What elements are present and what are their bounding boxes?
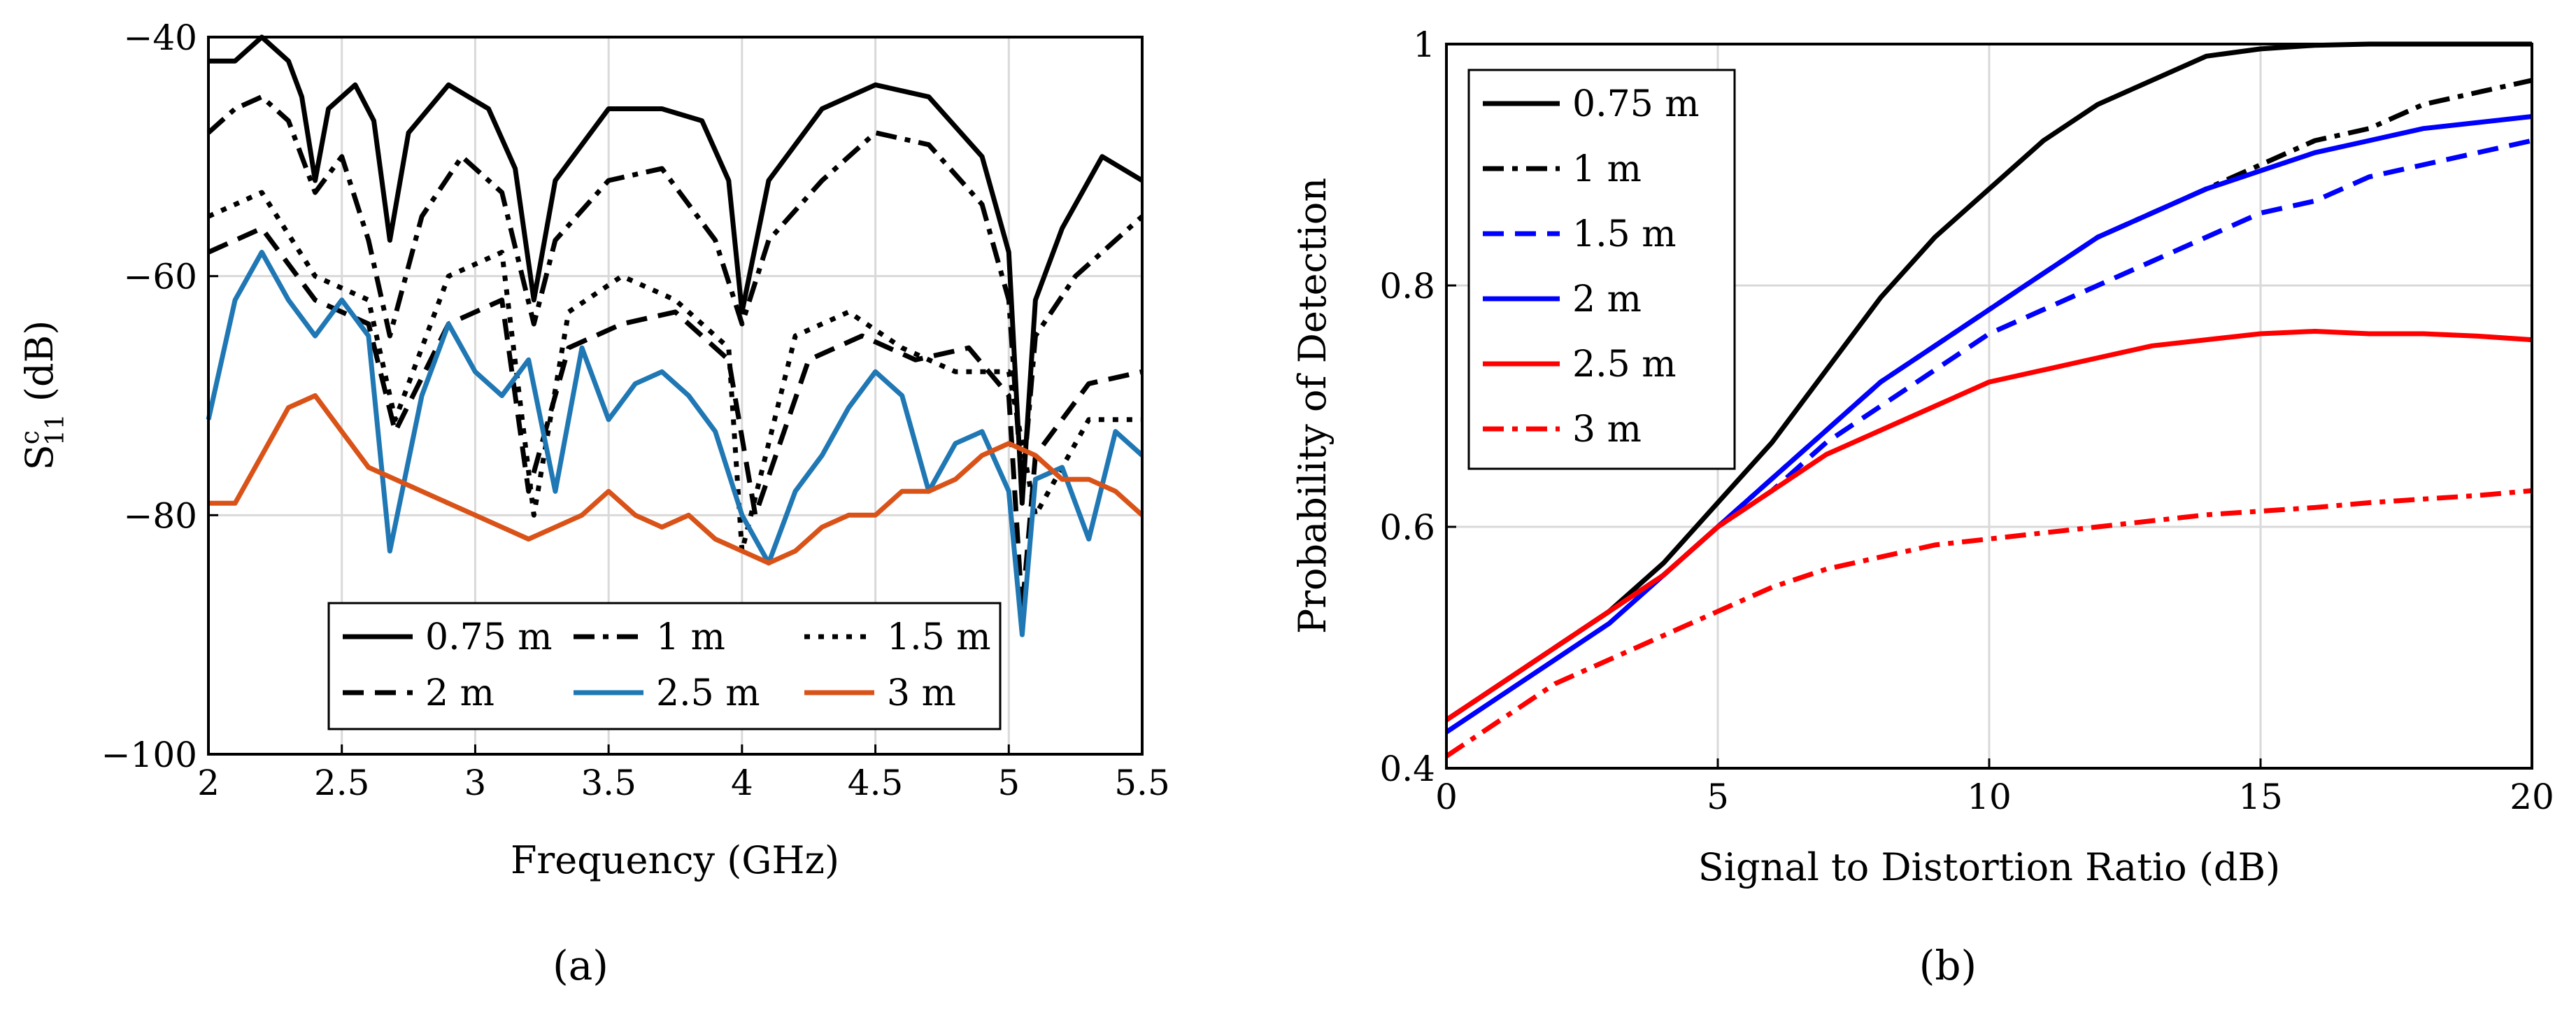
x-tick-label: 20 <box>2510 777 2554 817</box>
figure: 2 2.5 3 3.5 4 4.5 5 5.5 −100 −80 −60 −40 Frequency … <box>0 0 2576 1011</box>
x-tick-label: 2.5 <box>314 763 370 803</box>
legend-label: 1 m <box>1572 148 1642 190</box>
panel-a-ylabel: Sc11 (dB) <box>16 320 70 471</box>
legend-label: 2.5 m <box>656 672 760 714</box>
legend-label: 1.5 m <box>887 616 991 658</box>
x-tick-label: 15 <box>2238 777 2283 817</box>
x-tick-label: 3.5 <box>581 763 636 803</box>
x-tick-label: 3 <box>464 763 487 803</box>
series-line-1-m <box>208 97 1142 491</box>
legend-label: 1 m <box>656 616 725 658</box>
x-tick-label: 5 <box>997 763 1020 803</box>
panel-a-legend: 0.75 m 1 m 1.5 m 2 m 2.5 m 3 m <box>329 603 1000 729</box>
x-tick-label: 4.5 <box>848 763 904 803</box>
x-tick-label: 2 <box>197 763 220 803</box>
series-line-2-m <box>208 228 1142 611</box>
panel-b: 0 5 10 15 20 0.4 0.6 0.8 1 Signal to Distortion … <box>1290 24 2554 989</box>
y-tick-label: 1 <box>1413 24 1435 65</box>
y-tick-label: −100 <box>101 735 197 775</box>
panel-a-ylabel-sup: c <box>16 430 45 444</box>
panel-a-label: (a) <box>553 942 609 989</box>
panel-a-ylabel-unit: (dB) <box>17 320 62 414</box>
x-tick-label: 5.5 <box>1114 763 1170 803</box>
legend-label: 3 m <box>887 672 956 714</box>
x-tick-label: 4 <box>731 763 753 803</box>
panel-a: 2 2.5 3 3.5 4 4.5 5 5.5 −100 −80 −60 −40 Frequency … <box>16 17 1170 989</box>
panel-a-ylabel-sub: 11 <box>41 413 70 446</box>
y-tick-label: 0.6 <box>1379 507 1435 548</box>
panel-b-xlabel: Signal to Distortion Ratio (dB) <box>1698 845 2280 889</box>
legend-label: 0.75 m <box>1572 83 1700 125</box>
x-tick-label: 5 <box>1707 777 1729 817</box>
legend-label: 1.5 m <box>1572 213 1677 255</box>
y-tick-label: 0.4 <box>1379 749 1435 789</box>
y-tick-label: −60 <box>123 257 197 297</box>
panel-a-xlabel: Frequency (GHz) <box>511 838 839 882</box>
x-tick-label: 10 <box>1967 777 2012 817</box>
panel-b-ylabel: Probability of Detection <box>1290 178 1335 634</box>
y-tick-label: −40 <box>123 17 197 58</box>
panel-b-label: (b) <box>1919 942 1977 989</box>
x-tick-label: 0 <box>1435 777 1458 817</box>
y-tick-label: −80 <box>123 495 197 536</box>
series-line-1-5-m <box>208 192 1142 551</box>
legend-label: 0.75 m <box>425 616 553 658</box>
legend-label: 3 m <box>1572 409 1642 451</box>
panel-b-legend: 0.75 m 1 m 1.5 m 2 m 2.5 m 3 m <box>1469 70 1735 469</box>
legend-label: 2.5 m <box>1572 344 1677 386</box>
legend-label: 2 m <box>425 672 494 714</box>
y-tick-label: 0.8 <box>1379 266 1435 306</box>
panel-a-series <box>208 37 1142 635</box>
series-line-0-75-m <box>208 37 1142 503</box>
legend-label: 2 m <box>1572 278 1642 320</box>
